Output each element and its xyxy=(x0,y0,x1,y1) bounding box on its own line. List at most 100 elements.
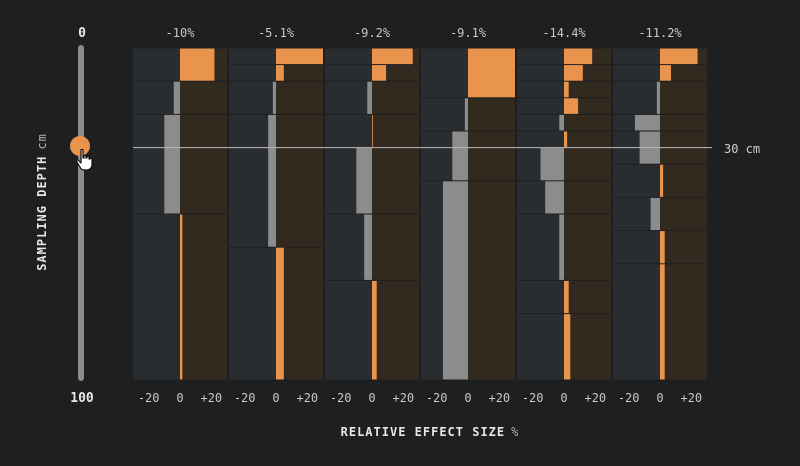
effect-bar xyxy=(656,81,660,114)
x-axis-unit: % xyxy=(511,425,520,439)
effect-bar xyxy=(660,264,665,380)
layer-band-left xyxy=(229,247,276,380)
layer-band-right xyxy=(468,181,515,380)
x-tick-label: +20 xyxy=(584,391,606,405)
x-axis-title: RELATIVE EFFECT SIZE xyxy=(340,425,506,439)
layer-band-right xyxy=(660,114,707,131)
layer-band-right xyxy=(276,114,323,247)
layer-band-right xyxy=(468,131,515,181)
layer-band-right xyxy=(564,148,611,181)
effect-bar xyxy=(372,280,377,380)
layer-band-right xyxy=(564,314,611,380)
x-tick-label: +20 xyxy=(200,391,222,405)
slider-min-label: 0 xyxy=(78,26,86,41)
effect-bar xyxy=(468,48,515,98)
layer-band-right xyxy=(372,114,419,148)
effect-bar xyxy=(180,214,183,380)
layer-band-right xyxy=(564,280,611,314)
effect-bar xyxy=(268,114,276,247)
effect-bar xyxy=(173,81,180,114)
x-tick-label: 0 xyxy=(464,391,471,405)
effect-bar xyxy=(559,114,564,131)
effect-bar xyxy=(564,131,568,148)
effect-bar xyxy=(564,98,579,114)
effect-bar xyxy=(545,181,564,214)
layer-band-left xyxy=(613,81,660,114)
layer-band-right xyxy=(564,131,611,148)
x-tick-label: 0 xyxy=(368,391,375,405)
effect-bar xyxy=(364,214,372,280)
effect-bar xyxy=(372,114,373,148)
reference-depth-label: 30 cm xyxy=(724,142,761,156)
layer-band-right xyxy=(564,214,611,280)
effect-bar xyxy=(564,81,569,98)
layer-band-right xyxy=(468,98,515,131)
x-tick-label: -20 xyxy=(138,391,160,405)
effect-bar xyxy=(276,65,284,81)
x-tick-label: +20 xyxy=(488,391,510,405)
x-axis-label: RELATIVE EFFECT SIZE% xyxy=(230,425,630,439)
effect-bar xyxy=(564,280,569,314)
panel-title: -10% xyxy=(166,26,196,40)
panel-title: -11.2% xyxy=(638,26,682,40)
layer-band-left xyxy=(613,48,660,65)
effect-bar xyxy=(372,65,387,81)
panel-title: -9.1% xyxy=(450,26,487,40)
layer-band-left xyxy=(325,280,372,380)
layer-band-left xyxy=(133,214,180,380)
layer-band-right xyxy=(564,114,611,131)
effect-bar xyxy=(180,48,215,81)
layer-band-left xyxy=(517,81,564,98)
layer-band-right xyxy=(372,214,419,280)
effect-bar xyxy=(442,181,468,380)
x-tick-label: 0 xyxy=(176,391,183,405)
layer-band-left xyxy=(517,114,564,131)
effect-bar xyxy=(660,65,671,81)
layer-band-right xyxy=(372,81,419,114)
layer-band-left xyxy=(133,81,180,114)
effect-bar xyxy=(564,314,571,380)
effect-bar xyxy=(164,114,180,214)
effect-bar xyxy=(564,65,583,81)
layer-band-left xyxy=(517,98,564,114)
effect-bar xyxy=(660,231,665,264)
layer-band-left xyxy=(613,231,660,264)
effect-bar xyxy=(660,164,664,197)
panel-title: -5.1% xyxy=(258,26,295,40)
effect-bar xyxy=(540,148,564,181)
hand-pointer-icon xyxy=(76,149,93,171)
layer-band-right xyxy=(372,148,419,214)
layer-band-left xyxy=(517,314,564,380)
effect-bar xyxy=(650,197,660,231)
depth-slider-handle[interactable] xyxy=(70,135,90,156)
effect-bar xyxy=(276,247,284,380)
layer-band-left xyxy=(613,164,660,197)
layer-band-left xyxy=(229,81,276,114)
layer-band-right xyxy=(564,81,611,98)
x-tick-label: -20 xyxy=(234,391,256,405)
layer-band-right xyxy=(180,81,227,114)
layer-band-left xyxy=(325,81,372,114)
x-tick-label: +20 xyxy=(680,391,702,405)
x-tick-label: +20 xyxy=(296,391,318,405)
layer-band-left xyxy=(325,48,372,65)
layer-band-right xyxy=(564,181,611,214)
x-tick-label: +20 xyxy=(392,391,414,405)
x-tick-label: -20 xyxy=(522,391,544,405)
x-tick-label: -20 xyxy=(330,391,352,405)
layer-band-left xyxy=(613,264,660,380)
layer-band-right xyxy=(180,114,227,214)
x-tick-label: -20 xyxy=(618,391,640,405)
layer-band-right xyxy=(660,81,707,114)
x-tick-label: 0 xyxy=(272,391,279,405)
layer-band-left xyxy=(229,48,276,65)
x-tick-label: 0 xyxy=(560,391,567,405)
panel-title: -14.4% xyxy=(542,26,586,40)
layer-band-left xyxy=(421,98,468,131)
layer-band-right xyxy=(660,164,707,197)
depth-slider-track[interactable] xyxy=(78,45,84,381)
layer-band-right xyxy=(660,264,707,380)
layer-band-left xyxy=(517,65,564,81)
